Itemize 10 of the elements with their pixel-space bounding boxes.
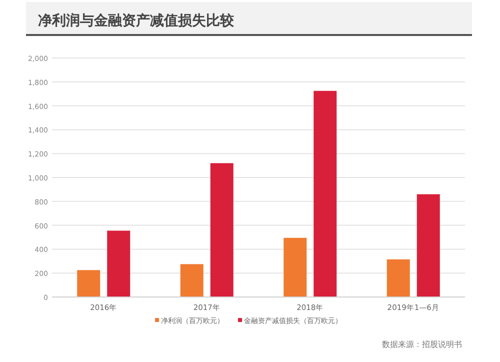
bar: [284, 238, 307, 297]
bar: [314, 90, 337, 297]
bar: [107, 230, 130, 297]
bar: [386, 259, 410, 297]
bar: [210, 163, 234, 297]
bar: [416, 194, 440, 297]
bar: [77, 270, 100, 297]
chart-title: 净利润与金融资产减值损失比较: [38, 12, 235, 29]
source-note: 数据来源：招股说明书: [382, 340, 462, 349]
bar: [180, 264, 204, 297]
